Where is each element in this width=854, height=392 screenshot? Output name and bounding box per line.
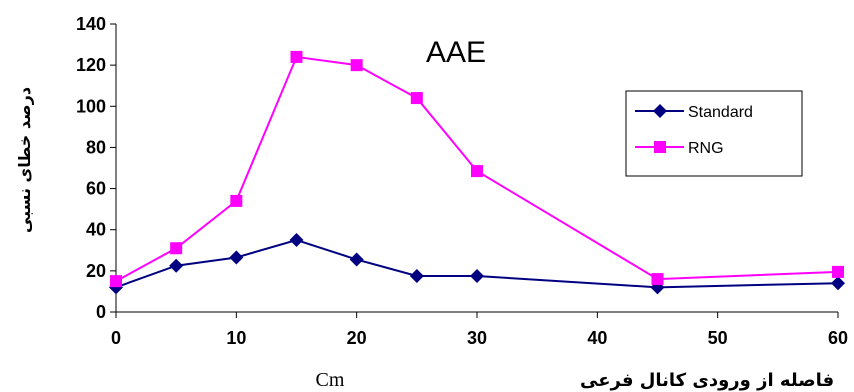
legend-label-standard: Standard: [688, 104, 753, 121]
y-tick-label: 40: [86, 220, 106, 240]
point-standard: [169, 258, 184, 273]
point-rng: [651, 273, 664, 286]
point-rng: [110, 275, 122, 288]
y-tick-label: 0: [96, 302, 106, 322]
x-tick-label: 10: [226, 328, 246, 348]
point-rng: [170, 242, 183, 255]
legend-marker-rng: [654, 141, 666, 153]
x-tick-label: 50: [708, 328, 728, 348]
chart-title: AAE: [426, 36, 486, 69]
point-rng: [350, 59, 363, 72]
point-standard: [831, 276, 845, 291]
y-tick-label: 20: [86, 261, 106, 281]
point-rng: [471, 165, 483, 178]
y-ticks: 0 20 40 60 80 100 120 140: [76, 14, 116, 322]
x-tick-label: 60: [828, 328, 848, 348]
y-tick-label: 140: [76, 14, 106, 34]
point-standard: [349, 252, 364, 267]
y-tick-label: 60: [86, 179, 106, 199]
legend-marker-standard: [653, 104, 667, 118]
x-tick-label: 0: [111, 328, 121, 348]
x-axis-unit: Cm: [316, 369, 345, 391]
point-rng: [230, 194, 243, 207]
legend-label-rng: RNG: [688, 140, 724, 157]
legend: Standard RNG: [625, 90, 803, 177]
y-axis-label: درصد خطای نسبی: [15, 87, 34, 233]
point-rng: [290, 50, 303, 63]
y-tick-label: 100: [76, 96, 106, 116]
point-standard: [409, 269, 424, 283]
point-rng: [410, 92, 423, 105]
y-tick-label: 80: [86, 137, 106, 157]
legend-box: [625, 90, 803, 177]
y-tick-label: 120: [76, 55, 106, 75]
x-tick-label: 30: [467, 328, 487, 348]
x-ticks: 0 10 20 30 40 50 60: [111, 312, 848, 348]
x-axis-label: فاصله از ورودی کانال فرعی: [580, 370, 834, 391]
series: [109, 50, 845, 295]
point-standard: [470, 269, 484, 283]
point-standard: [289, 233, 304, 247]
x-tick-label: 20: [347, 328, 367, 348]
x-tick-label: 40: [587, 328, 607, 348]
point-standard: [229, 250, 244, 265]
point-rng: [832, 265, 844, 278]
